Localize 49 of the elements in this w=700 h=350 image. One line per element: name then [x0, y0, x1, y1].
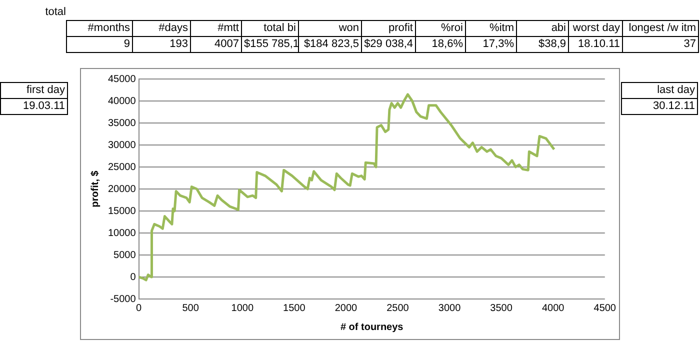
text: profit [361, 20, 416, 37]
y-axis-title: profit, $ [90, 170, 101, 208]
y-tick-label: 45000 [108, 74, 136, 85]
y-tick-label: 0 [130, 272, 136, 283]
text: first day [0, 82, 68, 99]
text: total [44, 5, 67, 20]
y-tick-label: 15000 [108, 206, 136, 217]
text: %roi [415, 20, 466, 37]
text: #days [132, 20, 191, 37]
x-tick-label: 1500 [283, 302, 306, 314]
text: longest /w itm [622, 20, 699, 37]
y-tick-label: 5000 [114, 250, 136, 261]
text: 30.12.11 [621, 98, 698, 115]
text: %itm [465, 20, 517, 37]
text: $29 038,4 [361, 36, 416, 53]
x-tick-label: 4000 [542, 302, 565, 314]
text: $184 823,5 [298, 36, 362, 53]
x-tick-label: 2000 [334, 302, 358, 314]
text: #months [66, 20, 133, 37]
text: worst day [568, 20, 623, 37]
text: 18,6% [415, 36, 466, 53]
y-tick-label: 25000 [108, 162, 136, 173]
y-tick-label: -5000 [110, 294, 136, 305]
text: $38,9 [516, 36, 569, 53]
text: 193 [132, 36, 191, 53]
text: last day [621, 82, 698, 99]
text: 4007 [190, 36, 242, 53]
y-tick-label: 40000 [108, 96, 136, 107]
y-tick-label: 20000 [108, 184, 136, 195]
text: 18.10.11 [568, 36, 623, 53]
text: 37 [622, 36, 699, 53]
x-tick-label: 2500 [386, 302, 410, 314]
y-tick-label: 10000 [108, 228, 136, 239]
x-tick-label: 1000 [231, 302, 254, 314]
x-tick-label: 3000 [438, 302, 462, 314]
text: 19.03.11 [0, 98, 68, 115]
text: $155 785,1 [241, 36, 300, 53]
x-tick-label: 3500 [490, 302, 513, 314]
text: 17,3% [465, 36, 517, 53]
text: 9 [66, 36, 133, 53]
x-tick-label: 4500 [594, 302, 616, 314]
text: abi [516, 20, 569, 37]
text: won [298, 20, 362, 37]
text: #mtt [190, 20, 242, 37]
y-tick-label: 30000 [108, 140, 136, 151]
x-axis-title: # of tourneys [340, 322, 404, 333]
x-tick-label: 500 [182, 302, 200, 314]
y-tick-label: 35000 [108, 118, 136, 129]
text: total bi [241, 20, 299, 37]
